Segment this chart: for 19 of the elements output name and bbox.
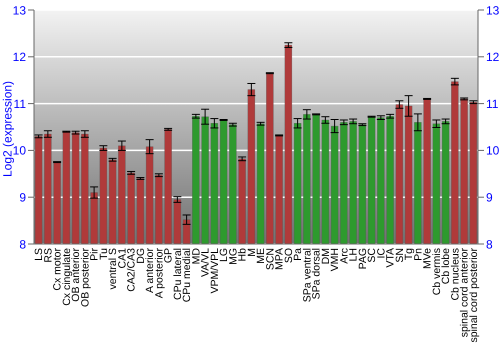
x-tick-label: LG (218, 248, 230, 262)
y-tick-label: 12 (12, 50, 26, 64)
x-tick-label: GP (162, 248, 175, 264)
x-tick-label: Tg (403, 248, 416, 260)
y-tick-label: 8 (19, 237, 26, 252)
y2-tick-label: 10 (486, 144, 500, 158)
x-tick-label: MVe (422, 248, 434, 270)
y2-tick-label: 13 (486, 3, 500, 18)
y2-tick-label: 8 (486, 237, 493, 252)
y2-tick-label: 9 (486, 190, 493, 204)
y2-tick-label: 12 (486, 50, 500, 64)
y2-tick-label: 11 (486, 96, 499, 111)
y-tick-label: 10 (12, 144, 26, 158)
x-tick-label: Pa (292, 248, 304, 261)
y-axis-title: Log2 (expression) (0, 80, 14, 177)
y-tick-label: 11 (14, 96, 26, 111)
y-tick-label: 13 (12, 3, 26, 18)
x-tick-label: Cx cingulate (60, 248, 73, 306)
y-tick-label: 9 (19, 190, 26, 204)
